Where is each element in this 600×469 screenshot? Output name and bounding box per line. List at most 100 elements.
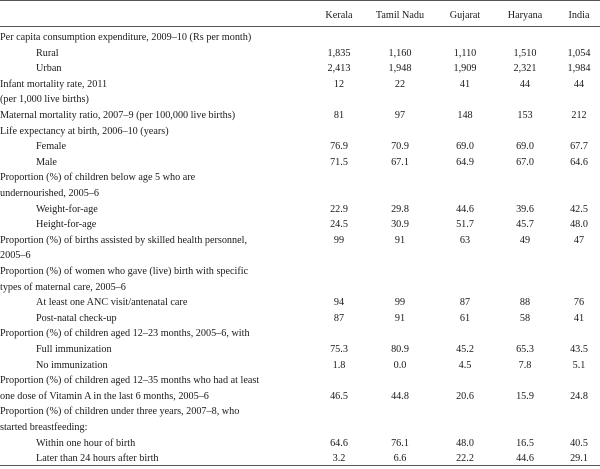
table-cell: 22.9 <box>308 204 370 215</box>
table-cell: 1,835 <box>308 48 370 59</box>
column-header-kerala: Kerala <box>308 10 370 21</box>
table-cell: 40.5 <box>548 438 600 449</box>
table-cell: 1,510 <box>494 48 556 59</box>
row-label: Proportion (%) of children below age 5 w… <box>0 172 195 183</box>
table-row: Proportion (%) of children below age 5 w… <box>0 172 600 188</box>
row-label: At least one ANC visit/antenatal care <box>36 297 187 308</box>
table-cell: 63 <box>434 235 496 246</box>
table-cell: 70.9 <box>369 141 431 152</box>
column-header-tamil-nadu: Tamil Nadu <box>369 10 431 21</box>
column-header-haryana: Haryana <box>494 10 556 21</box>
table-cell: 29.8 <box>369 204 431 215</box>
table-cell: 22 <box>369 79 431 90</box>
table-row: Maternal mortality ratio, 2007–9 (per 10… <box>0 110 600 126</box>
table-row: No immunization 1.8 0.0 4.5 7.8 5.1 <box>0 360 600 376</box>
row-label: Proportion (%) of births assisted by ski… <box>0 235 247 246</box>
table-cell: 1,054 <box>548 48 600 59</box>
row-label: (per 1,000 live births) <box>0 94 89 105</box>
table-cell: 153 <box>494 110 556 121</box>
table-cell: 75.3 <box>308 344 370 355</box>
table-cell: 91 <box>369 235 431 246</box>
table-row: Life expectancy at birth, 2006–10 (years… <box>0 126 600 142</box>
table-row: Infant mortality rate, 2011 12 22 41 44 44 <box>0 79 600 95</box>
table-cell: 44.8 <box>369 391 431 402</box>
table-cell: 44 <box>548 79 600 90</box>
table-cell: 1,948 <box>369 63 431 74</box>
table-row: Weight-for-age 22.9 29.8 44.6 39.6 42.5 <box>0 204 600 220</box>
table-cell: 1,909 <box>434 63 496 74</box>
row-label: Female <box>36 141 66 152</box>
table-cell: 64.9 <box>434 157 496 168</box>
table-row: Within one hour of birth 64.6 76.1 48.0 16.5… <box>0 438 600 454</box>
row-label: Maternal mortality ratio, 2007–9 (per 10… <box>0 110 235 121</box>
table-cell: 22.2 <box>434 453 496 464</box>
table-row: one dose of Vitamin A in the last 6 mont… <box>0 391 600 407</box>
top-rule <box>0 0 600 1</box>
table-cell: 47 <box>548 235 600 246</box>
table-cell: 91 <box>369 313 431 324</box>
row-label: Infant mortality rate, 2011 <box>0 79 107 90</box>
table-row: Height-for-age 24.5 30.9 51.7 45.7 48.0 <box>0 219 600 235</box>
row-label: Weight-for-age <box>36 204 98 215</box>
table-row: Proportion (%) of children aged 12–23 mo… <box>0 328 600 344</box>
table-row: Post-natal check-up 87 91 61 58 41 <box>0 313 600 329</box>
table-cell: 80.9 <box>369 344 431 355</box>
row-label: one dose of Vitamin A in the last 6 mont… <box>0 391 209 402</box>
table-cell: 1,110 <box>434 48 496 59</box>
table-row: (per 1,000 live births) <box>0 94 600 110</box>
table-row: Rural 1,835 1,160 1,110 1,510 1,054 <box>0 48 600 64</box>
row-label: Proportion (%) of children aged 12–23 mo… <box>0 328 250 339</box>
table-cell: 46.5 <box>308 391 370 402</box>
row-label: Life expectancy at birth, 2006–10 (years… <box>0 126 169 137</box>
table-cell: 30.9 <box>369 219 431 230</box>
table-cell: 29.1 <box>548 453 600 464</box>
row-label: Full immunization <box>36 344 112 355</box>
table-cell: 45.2 <box>434 344 496 355</box>
table-row: types of maternal care, 2005–6 <box>0 282 600 298</box>
table-cell: 69.0 <box>494 141 556 152</box>
table-cell: 4.5 <box>434 360 496 371</box>
table-cell: 51.7 <box>434 219 496 230</box>
table-cell: 7.8 <box>494 360 556 371</box>
table-row: Per capita consumption expenditure, 2009… <box>0 32 600 48</box>
row-label: started breastfeeding: <box>0 422 87 433</box>
row-label: Later than 24 hours after birth <box>36 453 159 464</box>
table-cell: 61 <box>434 313 496 324</box>
row-label: 2005–6 <box>0 250 31 261</box>
table-cell: 24.8 <box>548 391 600 402</box>
table-cell: 58 <box>494 313 556 324</box>
table-cell: 69.0 <box>434 141 496 152</box>
column-header-gujarat: Gujarat <box>434 10 496 21</box>
table-row: Full immunization 75.3 80.9 45.2 65.3 43.5 <box>0 344 600 360</box>
table-cell: 87 <box>434 297 496 308</box>
row-label: Proportion (%) of children under three y… <box>0 406 239 417</box>
table-cell: 212 <box>548 110 600 121</box>
table-cell: 148 <box>434 110 496 121</box>
table-cell: 81 <box>308 110 370 121</box>
row-label: No immunization <box>36 360 108 371</box>
table-row: undernourished, 2005–6 <box>0 188 600 204</box>
table-cell: 67.7 <box>548 141 600 152</box>
table-cell: 94 <box>308 297 370 308</box>
table-cell: 16.5 <box>494 438 556 449</box>
table-row: Proportion (%) of children under three y… <box>0 406 600 422</box>
table-cell: 2,321 <box>494 63 556 74</box>
row-label: Proportion (%) of children aged 12–35 mo… <box>0 375 259 386</box>
row-label: types of maternal care, 2005–6 <box>0 282 126 293</box>
row-label: Proportion (%) of women who gave (live) … <box>0 266 248 277</box>
table-row: 2005–6 <box>0 250 600 266</box>
table-row: started breastfeeding: <box>0 422 600 438</box>
table-cell: 49 <box>494 235 556 246</box>
table-row: Proportion (%) of births assisted by ski… <box>0 235 600 251</box>
table-cell: 76 <box>548 297 600 308</box>
table-cell: 1,984 <box>548 63 600 74</box>
table-row: Female 76.9 70.9 69.0 69.0 67.7 <box>0 141 600 157</box>
header-rule <box>0 26 600 27</box>
table-cell: 2,413 <box>308 63 370 74</box>
table-cell: 76.9 <box>308 141 370 152</box>
row-label: Male <box>36 157 57 168</box>
row-label: Rural <box>36 48 59 59</box>
table-cell: 41 <box>434 79 496 90</box>
table-cell: 42.5 <box>548 204 600 215</box>
